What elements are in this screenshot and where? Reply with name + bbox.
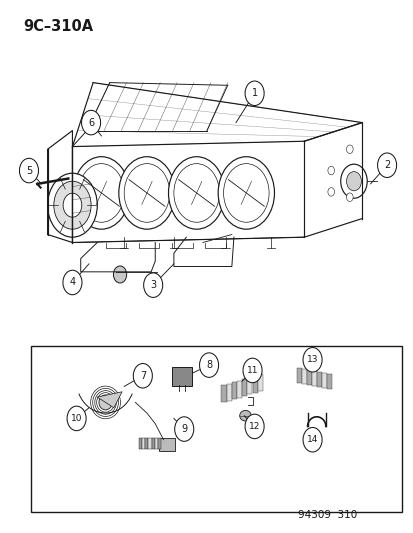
Text: 5: 5 <box>26 166 32 175</box>
Circle shape <box>302 348 321 372</box>
Ellipse shape <box>54 181 91 229</box>
Circle shape <box>244 81 263 106</box>
Text: 7: 7 <box>139 371 146 381</box>
FancyBboxPatch shape <box>326 374 331 389</box>
Circle shape <box>119 157 175 229</box>
Polygon shape <box>142 438 145 449</box>
Ellipse shape <box>99 395 112 410</box>
Text: 10: 10 <box>71 414 82 423</box>
FancyBboxPatch shape <box>311 371 316 386</box>
Text: 9: 9 <box>181 424 187 434</box>
Text: 9C–310A: 9C–310A <box>23 19 93 34</box>
Circle shape <box>346 172 361 191</box>
Polygon shape <box>158 438 161 449</box>
FancyBboxPatch shape <box>242 379 247 396</box>
FancyBboxPatch shape <box>172 367 192 386</box>
Ellipse shape <box>239 410 251 421</box>
Circle shape <box>143 273 162 297</box>
Polygon shape <box>138 438 142 449</box>
FancyBboxPatch shape <box>31 346 401 512</box>
Ellipse shape <box>63 193 81 217</box>
Text: 13: 13 <box>306 356 318 364</box>
FancyBboxPatch shape <box>297 368 301 383</box>
Text: 12: 12 <box>248 422 260 431</box>
FancyBboxPatch shape <box>247 377 252 394</box>
Text: 6: 6 <box>88 118 94 127</box>
Circle shape <box>346 193 352 201</box>
Circle shape <box>199 353 218 377</box>
Circle shape <box>340 164 366 198</box>
Text: 3: 3 <box>150 280 156 290</box>
Text: 2: 2 <box>383 160 389 170</box>
Text: 11: 11 <box>246 366 258 375</box>
Circle shape <box>168 157 224 229</box>
Circle shape <box>63 270 82 295</box>
Circle shape <box>377 153 396 177</box>
FancyBboxPatch shape <box>306 370 311 385</box>
Text: 1: 1 <box>251 88 257 98</box>
Text: 94309  310: 94309 310 <box>297 510 356 520</box>
Polygon shape <box>151 438 154 449</box>
Polygon shape <box>145 438 148 449</box>
FancyBboxPatch shape <box>236 381 242 398</box>
FancyBboxPatch shape <box>321 373 326 388</box>
Text: 8: 8 <box>206 360 211 370</box>
Circle shape <box>242 358 261 383</box>
FancyBboxPatch shape <box>252 376 257 393</box>
Circle shape <box>244 414 263 439</box>
FancyBboxPatch shape <box>316 372 321 387</box>
Circle shape <box>302 427 321 452</box>
FancyBboxPatch shape <box>257 374 262 391</box>
FancyBboxPatch shape <box>221 385 226 402</box>
Circle shape <box>81 110 100 135</box>
Circle shape <box>133 364 152 388</box>
FancyBboxPatch shape <box>158 438 174 451</box>
Polygon shape <box>148 438 151 449</box>
Ellipse shape <box>47 173 97 237</box>
Text: 4: 4 <box>69 278 75 287</box>
Text: 14: 14 <box>306 435 318 444</box>
Circle shape <box>113 266 126 283</box>
Circle shape <box>327 188 334 196</box>
Circle shape <box>19 158 38 183</box>
FancyBboxPatch shape <box>231 382 236 399</box>
Circle shape <box>174 417 193 441</box>
Circle shape <box>346 145 352 154</box>
FancyBboxPatch shape <box>301 369 306 384</box>
Circle shape <box>218 157 274 229</box>
FancyBboxPatch shape <box>226 384 231 401</box>
Polygon shape <box>154 438 158 449</box>
Circle shape <box>327 166 334 175</box>
Polygon shape <box>97 392 122 408</box>
Circle shape <box>67 406 86 431</box>
Circle shape <box>73 157 129 229</box>
